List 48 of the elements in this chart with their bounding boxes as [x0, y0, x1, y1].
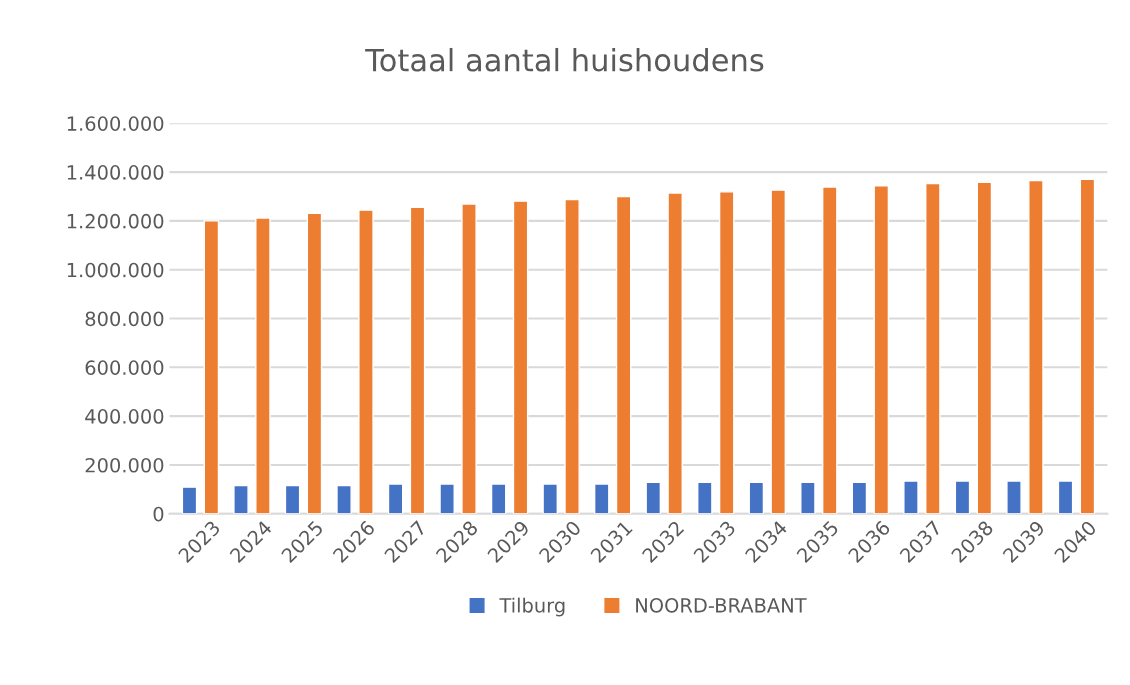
- bar: [697, 481, 713, 514]
- bar: [645, 481, 662, 514]
- bar: [873, 185, 890, 514]
- y-tick-label: 200.000: [85, 457, 164, 473]
- bar: [233, 484, 249, 514]
- bar: [461, 203, 477, 514]
- bar: [903, 480, 919, 514]
- bar: [800, 481, 816, 514]
- y-tick-label: 1.400.000: [67, 165, 164, 180]
- bar: [336, 484, 352, 514]
- bar: [718, 191, 735, 514]
- y-tick-label: 1.600.000: [67, 116, 164, 131]
- y-tick-label: 0: [153, 506, 164, 522]
- bar: [181, 486, 198, 514]
- bar: [593, 483, 610, 514]
- bar: [409, 206, 426, 514]
- bar: [851, 481, 868, 514]
- y-tick-label: 800.000: [85, 311, 164, 327]
- bar: [1028, 179, 1044, 514]
- bar: [490, 483, 507, 514]
- bar: [925, 182, 941, 514]
- bar: [770, 189, 787, 514]
- bar: [1057, 480, 1074, 514]
- bar: [954, 480, 971, 514]
- bar: [358, 209, 374, 514]
- bar: [1079, 178, 1096, 514]
- bar: [512, 200, 529, 514]
- bar: [748, 481, 765, 514]
- bar: [439, 483, 455, 514]
- bar: [667, 192, 683, 514]
- bar: [615, 195, 632, 514]
- y-tick-label: 1.000.000: [67, 262, 164, 278]
- bar: [306, 212, 323, 514]
- bar: [255, 217, 271, 514]
- bar: [284, 484, 301, 514]
- y-tick-label: 1.200.000: [67, 213, 164, 229]
- legend-label: Tilburg: [499, 597, 565, 617]
- y-tick-label: 600.000: [85, 360, 164, 375]
- bar: [542, 483, 558, 514]
- bar: [821, 186, 838, 514]
- bar: [1006, 480, 1022, 514]
- legend-label: NOORD-BRABANT: [636, 597, 807, 613]
- bar: [387, 483, 404, 514]
- bar: [203, 220, 220, 514]
- y-tick-label: 400.000: [85, 409, 164, 424]
- chart-title: Totaal aantal huishoudens: [365, 47, 764, 72]
- bar: [564, 198, 580, 514]
- bar: [976, 181, 993, 514]
